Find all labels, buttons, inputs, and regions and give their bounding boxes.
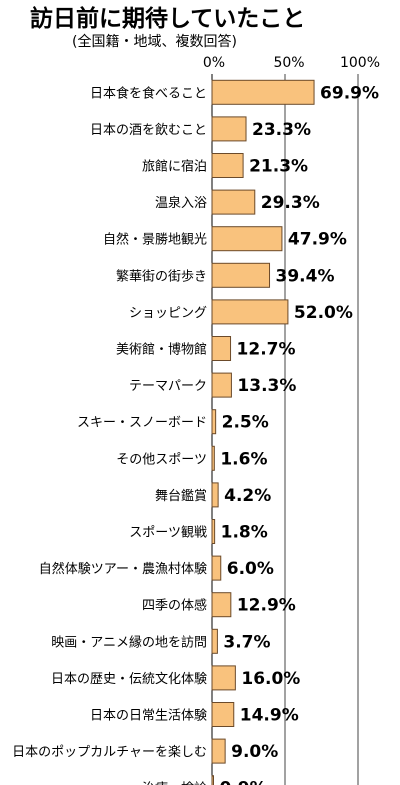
bar [211,628,218,654]
category-label: 日本食を食べること [90,85,207,101]
category-label: ショッピング [129,306,207,321]
category-label: 日本の歴史・伝統文化体験 [51,672,207,687]
bar [211,445,215,471]
category-label: 日本の酒を飲むこと [90,122,207,138]
bar-marks: 日本食を食べること 69.9% 日本の酒を飲むこと 23.3% 旅館に宿泊 21.3% 温泉… [12,79,379,785]
category-label: スキー・スノーボード [77,416,207,431]
category-label: 舞台鑑賞 [155,488,207,504]
chart-title: 訪日前に期待していたこと [30,5,305,32]
category-label: 治療・検診 [142,781,207,785]
bar [211,226,283,252]
bar [211,299,289,325]
bar [211,153,244,178]
bar-value-label: 3.7% [223,632,270,652]
category-label: 自然体験ツアー・農漁村体験 [39,561,207,577]
bar-value-label: 2.5% [222,413,269,433]
bar-value-label: 23.3% [252,120,311,140]
bar [211,592,232,618]
category-label: 旅館に宿泊 [142,159,207,175]
gridlines [284,74,359,785]
bar-value-label: 1.8% [221,523,268,543]
bar-value-label: 16.0% [241,669,300,689]
bar [211,79,315,105]
x-tick-label-1: 50% [273,55,304,71]
bar [211,336,232,361]
x-tick-label-0: 0% [203,55,225,71]
bar-value-label: 12.7% [237,340,296,360]
x-tick-label-2: 100% [340,55,380,71]
bar [211,775,214,785]
bar [211,262,271,288]
bar [211,409,217,435]
category-label: その他スポーツ [116,452,207,467]
bar-value-label: 13.3% [237,376,296,396]
category-label: 美術館・博物館 [116,343,207,358]
bar [211,702,235,727]
category-label: 映画・アニメ縁の地を訪問 [51,634,207,650]
bar-value-label: 9.0% [231,742,278,762]
bar [211,519,216,544]
bar-value-label: 69.9% [320,83,379,103]
bar-value-label: 29.3% [261,193,320,213]
category-label: 四季の体感 [142,598,207,614]
bar [211,372,232,398]
bar-value-label: 47.9% [288,230,347,250]
bar [211,555,222,581]
category-label: スポーツ観戦 [129,526,207,541]
bar-value-label: 14.9% [240,706,299,726]
bar-value-label: 6.0% [227,559,274,579]
bar [211,482,219,508]
bar [211,189,256,215]
category-label: テーマパーク [129,379,207,394]
bar-value-label: 12.9% [237,596,296,616]
bar-value-label: 1.6% [220,449,267,469]
bar [211,665,236,691]
chart-subtitle: (全国籍・地域、複数回答) [72,33,237,50]
category-label: 繁華街の街歩き [116,268,207,284]
category-label: 温泉入浴 [155,195,207,211]
bar-value-label: 4.2% [224,486,271,506]
category-label: 日本のポップカルチャーを楽しむ [12,744,207,760]
bar-value-label: 52.0% [294,303,353,323]
bar-value-label: 0.9% [220,779,267,785]
category-label: 日本の日常生活体験 [90,709,207,724]
bar [211,738,226,764]
category-label: 自然・景勝地観光 [103,232,207,248]
bar [211,116,247,142]
bar-value-label: 21.3% [249,157,308,177]
bar-value-label: 39.4% [276,266,335,286]
